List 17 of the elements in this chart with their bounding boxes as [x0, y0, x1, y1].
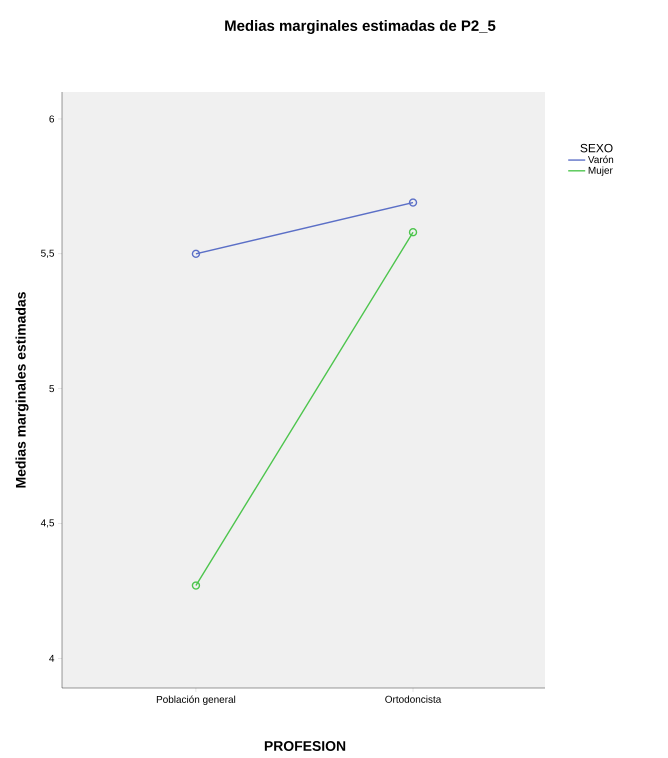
- y-tick-label: 4,5: [40, 519, 54, 528]
- y-tick-label: 4: [49, 654, 54, 662]
- y-tick-label: 5: [49, 385, 54, 392]
- x-axis-title: PROFESION: [264, 741, 346, 751]
- y-tick-label: 5,5: [41, 250, 54, 258]
- x-tick-label: Población general: [156, 696, 236, 705]
- point: [192, 250, 200, 258]
- legend-title: SEXO: [580, 144, 613, 152]
- y-axis-title: Medias marginales estimadas: [15, 292, 29, 488]
- point: [408, 198, 418, 207]
- x-tick-label: Ortodoncista: [385, 696, 442, 703]
- legend-label: Varón: [588, 156, 614, 164]
- legend-label: Mujer: [588, 166, 613, 176]
- chart-title: Medias marginales estimadas de P2_5: [225, 20, 496, 34]
- y-tick-label: 6: [49, 115, 54, 122]
- point: [192, 581, 200, 590]
- point: [408, 228, 418, 236]
